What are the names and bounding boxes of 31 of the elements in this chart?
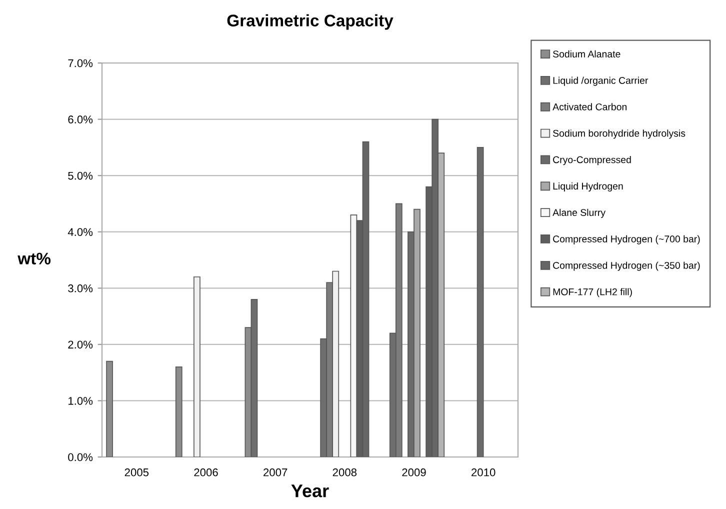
y-tick-label: 3.0% <box>68 284 93 292</box>
x-tick-label: 2009 <box>402 468 426 476</box>
y-tick-label: 7.0% <box>68 59 93 68</box>
legend-label: Liquid /organic Carrier <box>553 76 648 86</box>
y-tick-label: 2.0% <box>68 340 93 349</box>
y-tick-label: 6.0% <box>68 116 93 124</box>
chart-title: Gravimetric Capacity <box>227 14 394 30</box>
legend-label: MOF-177 (LH2 fill) <box>553 288 632 298</box>
legend-label: Cryo-Compressed <box>553 156 631 166</box>
y-tick-label: 5.0% <box>68 172 93 180</box>
y-axis-title: wt% <box>18 252 51 264</box>
legend-label: Activated Carbon <box>552 103 627 110</box>
y-tick-label: 1.0% <box>68 396 93 405</box>
x-tick-label: 2007 <box>264 468 288 476</box>
bar <box>194 276 200 457</box>
legend-label: Compressed Hydrogen (~350 bar) <box>553 262 700 271</box>
legend-label: Sodium borohydride hydrolysis <box>553 130 686 139</box>
x-tick-label: 2008 <box>332 468 357 476</box>
y-tick-label: 4.0% <box>68 228 93 236</box>
bar <box>106 360 113 457</box>
bar <box>476 147 484 457</box>
legend-label: Liquid Hydrogen <box>553 182 623 192</box>
y-tick-label: 0.0% <box>68 453 93 462</box>
x-tick-label: 2005 <box>124 468 149 476</box>
legend-label: Compressed Hydrogen (~700 bar) <box>553 235 700 244</box>
bar <box>175 366 182 457</box>
x-tick-label: 2006 <box>194 468 218 476</box>
x-tick-label: 2010 <box>472 468 496 476</box>
legend-label: Sodium Alanate <box>553 50 620 58</box>
legend-label: Alane Slurry <box>552 208 606 218</box>
x-axis-title: Year <box>291 484 329 498</box>
